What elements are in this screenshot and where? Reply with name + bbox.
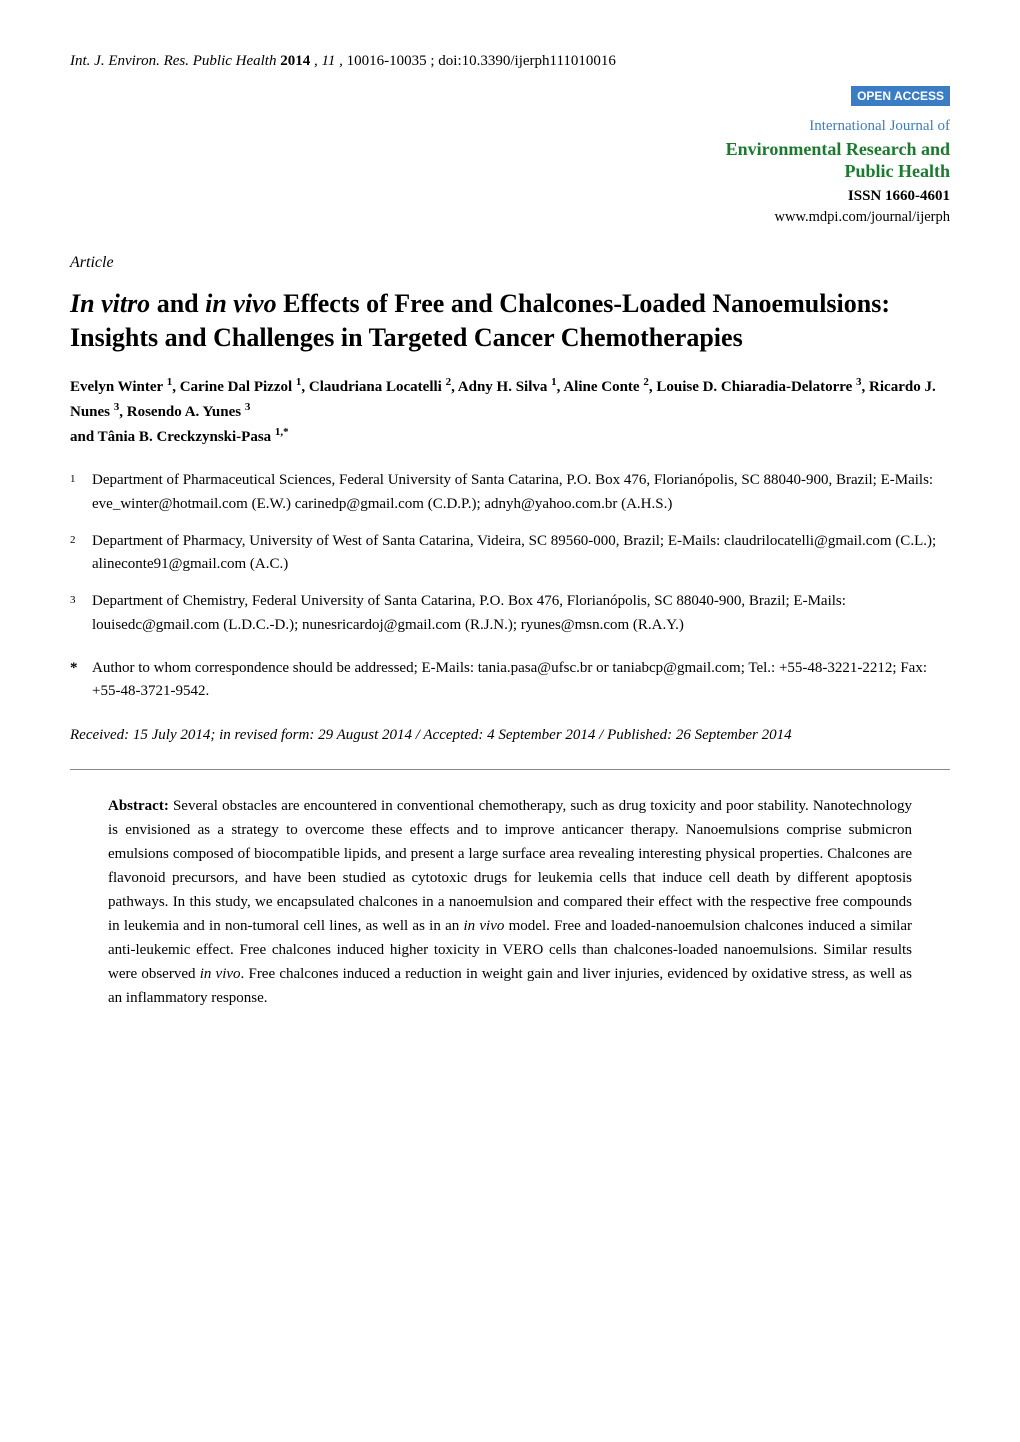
abstract-label: Abstract:	[108, 798, 169, 814]
author-2: Carine Dal Pizzol	[180, 379, 292, 395]
journal-url: www.mdpi.com/journal/ijerph	[70, 207, 950, 229]
aff-num-1: 1	[70, 469, 92, 516]
volume: 11	[321, 53, 335, 69]
aff-num-3: 3	[70, 590, 92, 637]
journal-intro: International Journal of	[70, 115, 950, 138]
journal-info: International Journal of Environmental R…	[70, 115, 950, 229]
journal-name-line1: Environmental Research and	[70, 138, 950, 161]
open-access-row: OPEN ACCESS	[70, 85, 950, 108]
aff-text-3: Department of Chemistry, Federal Univers…	[92, 590, 950, 637]
affiliations: 1 Department of Pharmaceutical Sciences,…	[70, 469, 950, 637]
article-type: Article	[70, 251, 950, 275]
doi: doi:10.3390/ijerph111010016	[438, 53, 616, 69]
section-divider	[70, 769, 950, 770]
article-dates: Received: 15 July 2014; in revised form:…	[70, 723, 950, 747]
abstract-seg4: in vivo	[200, 966, 241, 982]
aff-text-1: Department of Pharmaceutical Sciences, F…	[92, 469, 950, 516]
corr-star: *	[70, 657, 92, 704]
author-5: Aline Conte	[563, 379, 639, 395]
authors-list: Evelyn Winter 1, Carine Dal Pizzol 1, Cl…	[70, 374, 950, 449]
affiliation-2: 2 Department of Pharmacy, University of …	[70, 530, 950, 577]
open-access-badge: OPEN ACCESS	[851, 86, 950, 106]
article-title: In vitro and in vivo Effects of Free and…	[70, 287, 950, 355]
abstract: Abstract: Several obstacles are encounte…	[70, 794, 950, 1010]
title-seg3: in vivo	[205, 289, 277, 318]
journal-issn: ISSN 1660-4601	[70, 185, 950, 208]
affiliation-3: 3 Department of Chemistry, Federal Unive…	[70, 590, 950, 637]
abstract-seg2: in vivo	[463, 918, 504, 934]
author-4: Adny H. Silva	[458, 379, 548, 395]
title-seg1: In vitro	[70, 289, 150, 318]
aff-num-2: 2	[70, 530, 92, 577]
journal-name-line2: Public Health	[70, 160, 950, 183]
pages: 10016-10035	[347, 53, 427, 69]
author-9: Tânia B. Creckzynski-Pasa	[98, 429, 272, 445]
year: 2014	[280, 53, 310, 69]
author-6: Louise D. Chiaradia-Delatorre	[656, 379, 852, 395]
author-3: Claudriana Locatelli	[309, 379, 442, 395]
journal-abbrev: Int. J. Environ. Res. Public Health	[70, 53, 276, 69]
corr-text: Author to whom correspondence should be …	[92, 657, 950, 704]
corresponding-author: * Author to whom correspondence should b…	[70, 657, 950, 704]
author-1: Evelyn Winter	[70, 379, 163, 395]
citation-header: Int. J. Environ. Res. Public Health 2014…	[70, 50, 950, 73]
author-9-prefix: and	[70, 429, 98, 445]
affiliation-1: 1 Department of Pharmaceutical Sciences,…	[70, 469, 950, 516]
author-8: Rosendo A. Yunes	[127, 404, 241, 420]
title-seg2: and	[150, 289, 205, 318]
abstract-seg1: Several obstacles are encountered in con…	[108, 798, 912, 934]
aff-text-2: Department of Pharmacy, University of We…	[92, 530, 950, 577]
